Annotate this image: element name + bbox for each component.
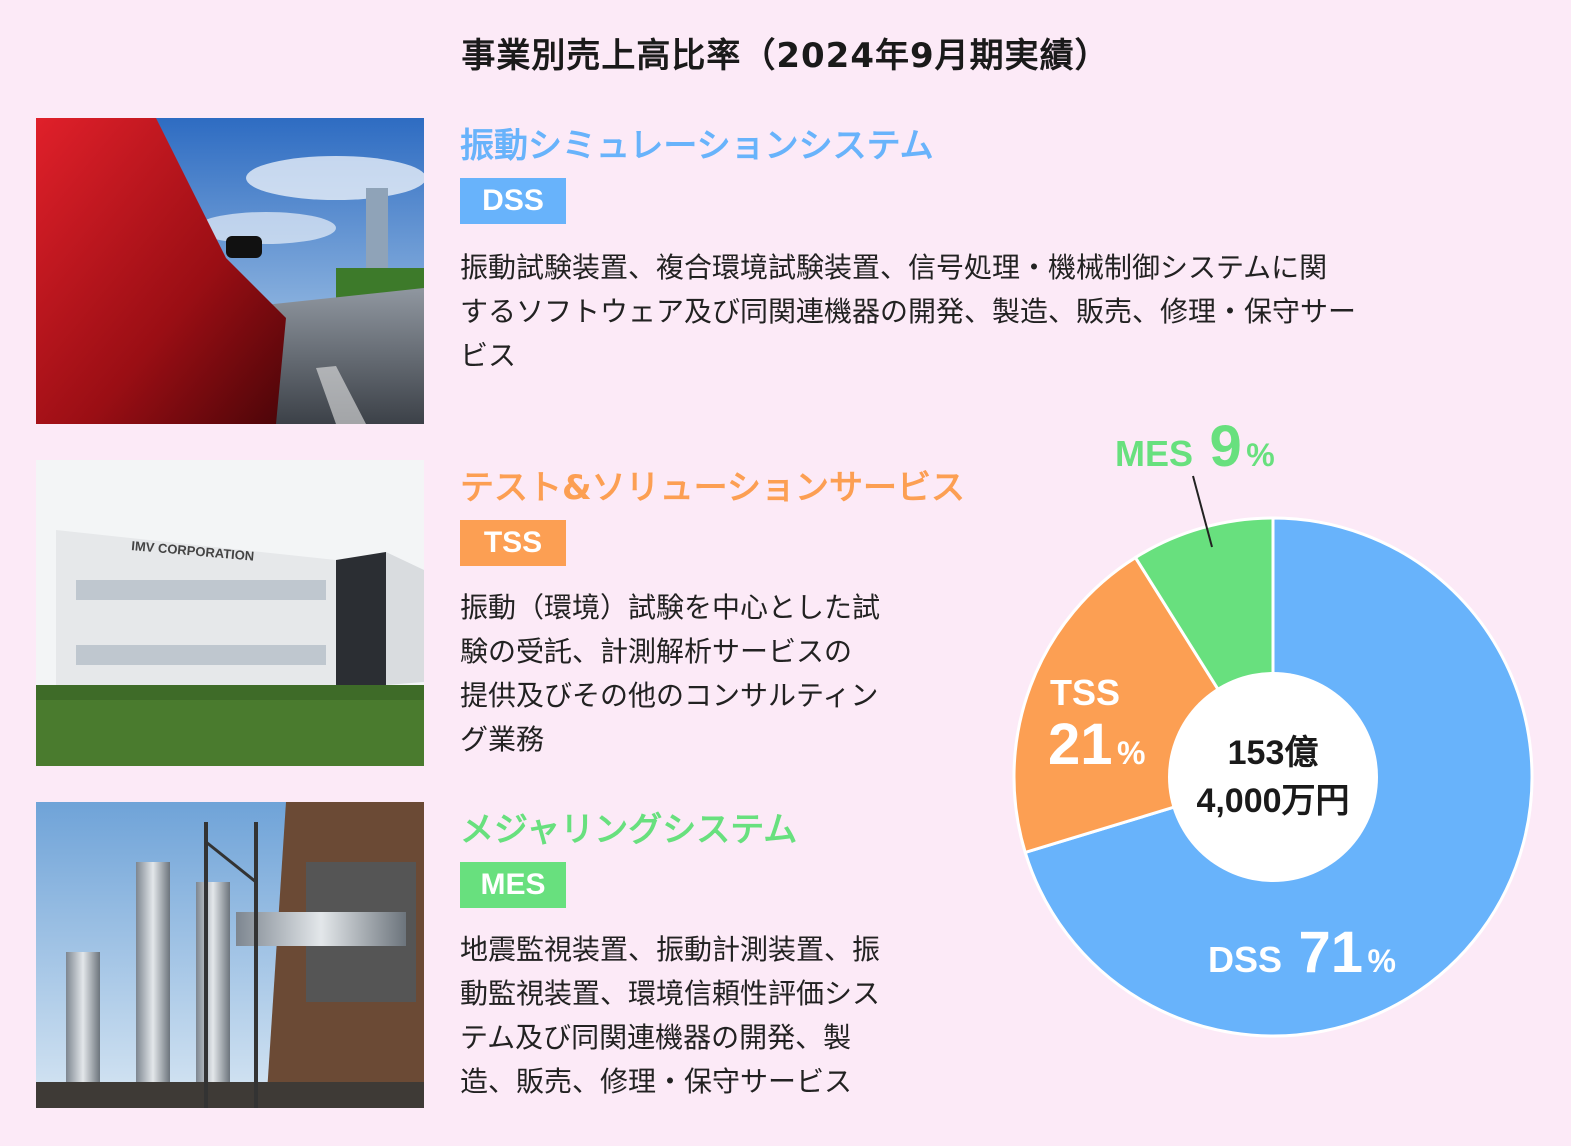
mes-desc-line: テム及び同関連機器の開発、製 (460, 1021, 852, 1054)
mes-desc-line: 動監視装置、環境信頼性評価シス (460, 977, 881, 1010)
dss-badge: DSS (460, 178, 566, 224)
tss-segment-title: テスト&ソリューションサービス (460, 468, 965, 508)
donut-hole (1168, 672, 1378, 882)
tss-desc-line: 験の受託、計測解析サービスの (460, 635, 853, 668)
dss-description: 振動試験装置、複合環境試験装置、信号処理・機械制御システムに関 するソフトウェア… (460, 246, 1356, 378)
dss-desc-line: ビス (460, 339, 517, 372)
dss-slice-label: DSS 71 % (1208, 920, 1396, 985)
dss-label-unit: % (1367, 943, 1395, 979)
tss-desc-line: 提供及びその他のコンサルティン (460, 679, 879, 712)
dss-label-value: 71 (1298, 920, 1363, 985)
mes-desc-line: 地震監視装置、振動計測装置、振 (460, 933, 881, 966)
tss-desc-line: 振動（環境）試験を中心とした試 (460, 591, 881, 624)
tss-desc-line: グ業務 (460, 723, 545, 756)
dss-desc-line: するソフトウェア及び同関連機器の開発、製造、販売、修理・保守サー (460, 295, 1357, 328)
mes-segment-title: メジャリングシステム (460, 810, 798, 850)
mes-badge: MES (460, 862, 566, 908)
page-title: 事業別売上高比率（2024年9月期実績） (461, 36, 1110, 76)
center-label-line1: 153億 (1228, 734, 1319, 772)
center-label-line2: 4,000万円 (1196, 782, 1349, 820)
car-photo (36, 118, 424, 424)
dss-desc-line: 振動試験装置、複合環境試験装置、信号処理・機械制御システムに関 (460, 251, 1328, 284)
building-photo: IMV CORPORATION (36, 460, 424, 766)
tss-label-unit: % (1117, 735, 1145, 771)
mes-leader-line (1192, 475, 1213, 548)
industrial-photo (36, 802, 424, 1108)
mes-label-unit: % (1246, 437, 1274, 473)
tss-slice-label: 21 % (1048, 712, 1145, 777)
tss-label-value: 21 (1048, 712, 1113, 777)
tss-description: 振動（環境）試験を中心とした試 験の受託、計測解析サービスの 提供及びその他のコ… (460, 586, 880, 762)
dss-segment-title: 振動シミュレーションシステム (460, 126, 934, 166)
dss-label-name: DSS (1208, 939, 1282, 980)
mes-slice-label: MES 9 % (1115, 414, 1275, 479)
mes-description: 地震監視装置、振動計測装置、振 動監視装置、環境信頼性評価シス テム及び同関連機… (460, 928, 880, 1104)
tss-label-name: TSS (1050, 672, 1120, 713)
mes-label-name: MES (1115, 433, 1193, 474)
mes-desc-line: 造、販売、修理・保守サービス (460, 1065, 853, 1098)
tss-badge: TSS (460, 520, 566, 566)
mes-label-value: 9 (1209, 414, 1241, 479)
